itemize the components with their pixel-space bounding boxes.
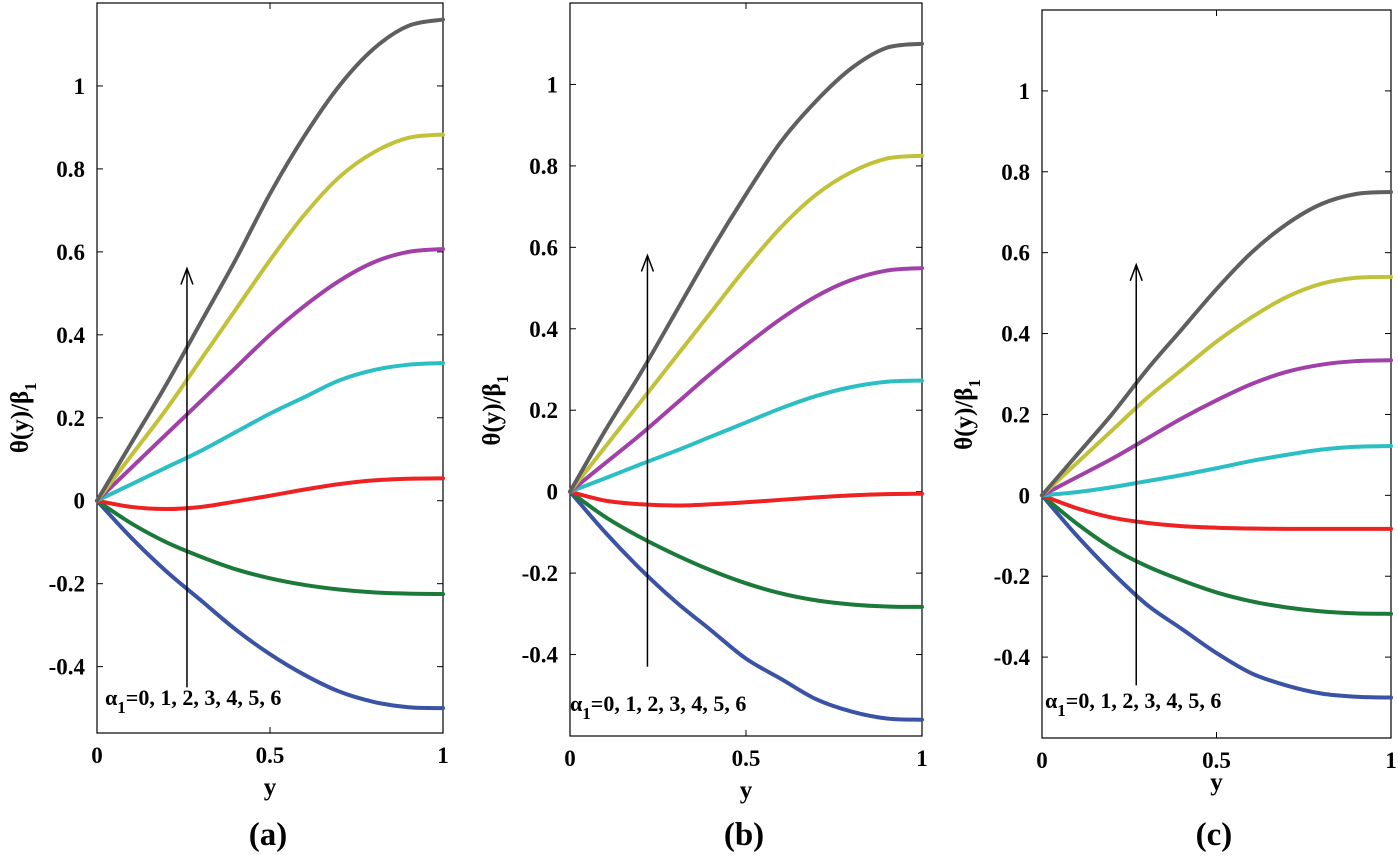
trend-arrow-head (640, 253, 655, 272)
trend-arrow-head (1129, 262, 1143, 282)
x-tick-label: 1 (916, 746, 928, 771)
annotation-subscript: 1 (582, 704, 591, 723)
y-tick-label: -0.2 (49, 572, 85, 597)
parameter-annotation: α1=0, 1, 2, 3, 4, 5, 6 (1045, 688, 1221, 720)
series-line (95, 246, 445, 503)
series-line (568, 378, 924, 494)
series-line (95, 498, 445, 711)
series-line (568, 153, 924, 494)
annotation-symbol: α (570, 691, 583, 716)
x-tick-label: 0 (564, 746, 576, 771)
parameter-annotation: α1=0, 1, 2, 3, 4, 5, 6 (105, 685, 281, 717)
y-tick-label: -0.2 (994, 564, 1030, 589)
y-tick-label: 0.8 (529, 154, 558, 179)
y-tick-label: 0.2 (56, 406, 85, 431)
y-axis-label-subscript: 1 (493, 375, 512, 384)
y-tick-label: -0.4 (522, 643, 559, 668)
annotation-subscript: 1 (1057, 701, 1066, 720)
x-tick-label: 0.5 (1202, 748, 1231, 773)
y-tick-label: 0.6 (56, 240, 85, 265)
series-line (95, 498, 445, 597)
annotation-symbol: α (1045, 688, 1058, 713)
y-tick-label: 0 (547, 480, 559, 505)
y-tick-label: 1 (74, 74, 86, 99)
series-line (1040, 190, 1393, 498)
plot-frame (569, 2, 923, 737)
annotation-values: =0, 1, 2, 3, 4, 5, 6 (591, 691, 747, 716)
chart-panel-b: -0.4-0.200.20.40.60.810 0.5 1α1=0, 1, 2, 3… (479, 2, 928, 853)
y-tick-label: -0.2 (522, 561, 558, 586)
parameter-annotation: α1=0, 1, 2, 3, 4, 5, 6 (570, 691, 746, 723)
y-tick-label: 0 (1019, 483, 1031, 508)
series-line (1040, 443, 1393, 498)
series-line (1040, 493, 1393, 700)
y-axis-label-main: θ(y)/β (951, 388, 978, 450)
series-line (1040, 274, 1393, 498)
y-axis-label: θ(y)/β1 (7, 382, 40, 453)
series-line (95, 361, 445, 503)
y-tick-label: 0.4 (1001, 322, 1030, 347)
annotation-subscript: 1 (117, 698, 126, 717)
chart-panel-a: -0.4-0.200.20.40.60.810 0.5 1α1=0, 1, 2, 3… (7, 2, 449, 853)
x-tick-label: 1 (1385, 748, 1397, 773)
series-line (568, 489, 924, 722)
series-line (95, 17, 445, 503)
x-axis-label: y (264, 774, 277, 801)
series-line (1040, 358, 1393, 498)
panel-label: (b) (724, 817, 764, 853)
series-line (95, 132, 445, 503)
x-tick-label: 0.5 (732, 746, 761, 771)
series-line (1040, 493, 1393, 616)
x-tick-label: 1 (437, 743, 449, 768)
trend-arrow-head (180, 266, 194, 285)
y-tick-label: 0 (74, 489, 86, 514)
y-axis-label: θ(y)/β1 (479, 375, 512, 446)
y-axis-label-subscript: 1 (21, 382, 40, 391)
x-tick-label: 0.5 (256, 743, 285, 768)
y-tick-label: 0.4 (529, 317, 558, 342)
series-line (568, 41, 924, 494)
series-line (95, 476, 445, 512)
panel-label: (c) (1196, 817, 1233, 853)
x-tick-label: 0 (1036, 748, 1048, 773)
series-line (1040, 493, 1393, 531)
y-axis-label-main: θ(y)/β (7, 391, 34, 453)
y-tick-label: 0.8 (56, 157, 85, 182)
y-tick-label: -0.4 (49, 655, 86, 680)
x-axis-label: y (740, 777, 753, 804)
annotation-symbol: α (105, 685, 118, 710)
series-line (568, 489, 924, 508)
panel-label: (a) (249, 817, 287, 853)
x-axis-label: y (1210, 769, 1223, 796)
y-tick-label: 1 (547, 72, 559, 97)
y-axis-label-subscript: 1 (965, 379, 984, 388)
y-tick-label: 0.2 (529, 398, 558, 423)
y-axis-label: θ(y)/β1 (951, 379, 984, 450)
y-tick-label: 0.4 (56, 323, 85, 348)
y-tick-label: -0.4 (994, 645, 1031, 670)
y-tick-label: 0.6 (1001, 241, 1030, 266)
series-line (568, 266, 924, 494)
y-tick-label: 0.6 (529, 235, 558, 260)
y-axis-label-main: θ(y)/β (479, 383, 506, 445)
x-tick-label: 0 (91, 743, 103, 768)
y-tick-label: 0.8 (1001, 160, 1030, 185)
y-tick-label: 0.2 (1001, 402, 1030, 427)
plot-frame (1041, 9, 1392, 739)
chart-panel-c: -0.4-0.200.20.40.60.810 0.5 1α1=0, 1, 2, 3… (951, 9, 1397, 853)
series-line (568, 489, 924, 609)
y-tick-label: 1 (1019, 79, 1031, 104)
annotation-values: =0, 1, 2, 3, 4, 5, 6 (1066, 688, 1222, 713)
annotation-values: =0, 1, 2, 3, 4, 5, 6 (126, 685, 282, 710)
